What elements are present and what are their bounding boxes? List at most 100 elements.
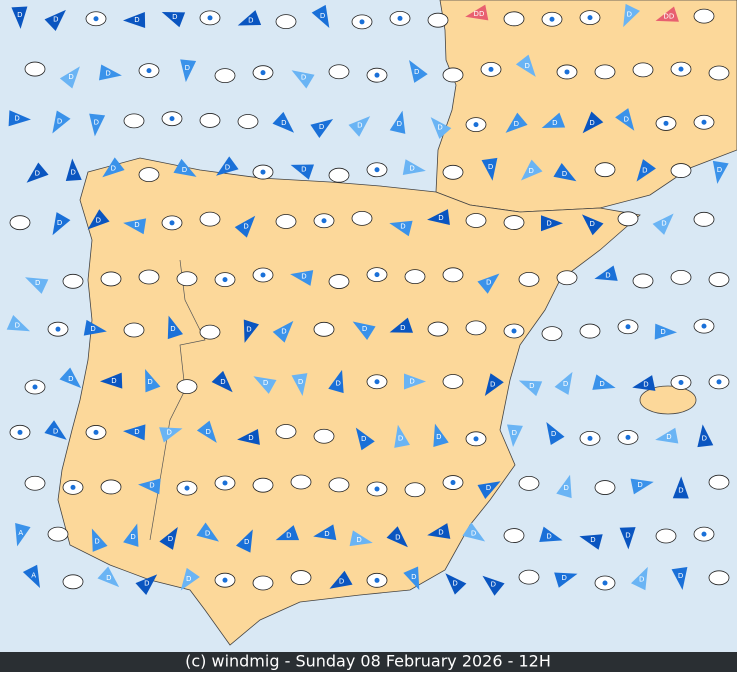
arrow-label: D: [639, 576, 644, 584]
arrow-shape: [553, 163, 577, 182]
calm-symbol: [427, 321, 449, 337]
wind-arrow: D: [65, 158, 82, 182]
rain-drop: [602, 580, 608, 586]
arrow-shape: [579, 534, 603, 550]
arrow-shape: [237, 10, 262, 26]
wind-arrow: D: [632, 375, 656, 391]
arrow-label: D: [105, 70, 110, 78]
calm-symbol: [427, 12, 449, 28]
arrow-label: D: [172, 13, 177, 21]
calm-symbol: [252, 477, 274, 493]
wind-arrow: D: [615, 108, 635, 131]
arrow-shape: [554, 371, 573, 395]
arrow-label: D: [561, 574, 566, 582]
arrow-label: D: [94, 118, 99, 126]
arrow-label: D: [678, 486, 683, 494]
rain-drop: [260, 169, 266, 175]
rain-drop: [663, 120, 669, 126]
calm-symbol: [313, 321, 335, 337]
arrow-label: D: [71, 168, 76, 176]
arrow-label: D: [301, 165, 306, 173]
wind-arrow: D: [433, 423, 449, 447]
calm-symbol: [655, 528, 677, 544]
wind-arrow: D: [515, 54, 536, 77]
wind-arrow: D: [520, 159, 543, 181]
rain-drop: [55, 326, 61, 332]
calm-symbol: [328, 167, 350, 183]
calm-symbol: [62, 574, 84, 590]
arrow-label: D: [552, 119, 557, 127]
arrow-shape: [123, 12, 146, 29]
arrow-label: D: [244, 538, 249, 546]
arrow-shape: [22, 564, 40, 588]
arrow-label: D: [528, 167, 533, 175]
wind-arrow: D: [161, 11, 186, 28]
wind-arrow: D: [313, 524, 337, 541]
wind-arrow: D: [89, 113, 106, 137]
arrow-shape: [290, 164, 315, 180]
arrow-label: D: [660, 328, 665, 336]
calm-symbol: [214, 68, 236, 84]
arrow-shape: [8, 110, 31, 127]
wind-arrow: D: [123, 218, 147, 235]
arrow-shape: [389, 220, 413, 237]
arrow-label: D: [170, 325, 175, 333]
wind-arrow: D: [582, 111, 604, 134]
arrow-shape: [394, 424, 410, 448]
calm-symbol: [541, 326, 563, 341]
calm-symbol: [176, 379, 198, 394]
wind-arrow: D: [11, 6, 28, 29]
wind-arrow: D: [100, 372, 123, 389]
wind-arrow: D: [243, 319, 260, 343]
arrow-label: D: [356, 536, 361, 544]
wind-arrow: D: [290, 270, 314, 286]
calm-symbol: [518, 271, 540, 287]
arrow-shape: [237, 428, 260, 445]
arrow-label: D: [702, 434, 707, 442]
arrow-label: DD: [474, 10, 485, 18]
wind-arrow: D: [196, 522, 220, 542]
arrow-label: D: [395, 534, 400, 542]
wind-arrow: D: [234, 215, 256, 238]
arrow-label: D: [298, 378, 303, 386]
arrow-label: D: [661, 220, 666, 228]
arrow-shape: [159, 527, 178, 550]
arrow-shape: [6, 315, 31, 332]
arrow-label: D: [90, 325, 95, 333]
wind-arrow: D: [672, 476, 689, 499]
calm-symbol: [100, 479, 122, 495]
arrow-shape: [310, 119, 334, 138]
arrow-label: D: [17, 11, 22, 19]
arrow-shape: [556, 474, 572, 499]
arrow-label: D: [551, 430, 556, 438]
wind-arrow: D: [123, 424, 146, 441]
wind-arrow: A: [15, 523, 31, 547]
rain-drop: [701, 119, 707, 125]
arrow-shape: [272, 320, 294, 343]
rain-drop: [222, 480, 228, 486]
arrow-label: D: [149, 482, 154, 490]
arrow-label: D: [246, 326, 251, 334]
wind-arrow: D: [505, 112, 528, 133]
wind-arrow: D: [6, 315, 31, 332]
rain-drop: [488, 66, 494, 72]
wind-arrow: D: [44, 9, 66, 31]
arrow-label: D: [286, 531, 291, 539]
arrow-shape: [15, 523, 31, 547]
wind-arrow: D: [44, 420, 67, 440]
wind-arrow: D: [83, 319, 107, 336]
rain-drop: [374, 577, 380, 583]
arrow-label: A: [31, 572, 36, 580]
arrow-shape: [196, 420, 217, 443]
arrow-label: D: [319, 123, 324, 131]
arrow-shape: [328, 369, 344, 394]
calm-symbol: [328, 477, 350, 493]
arrow-shape: [123, 523, 139, 547]
arrow-shape: [445, 573, 467, 595]
rain-drop: [374, 486, 380, 492]
arrow-label: D: [471, 530, 476, 538]
arrow-shape: [291, 70, 315, 89]
rain-drop: [701, 531, 707, 537]
wind-arrow: D: [253, 376, 277, 394]
arrow-label: D: [94, 537, 99, 545]
